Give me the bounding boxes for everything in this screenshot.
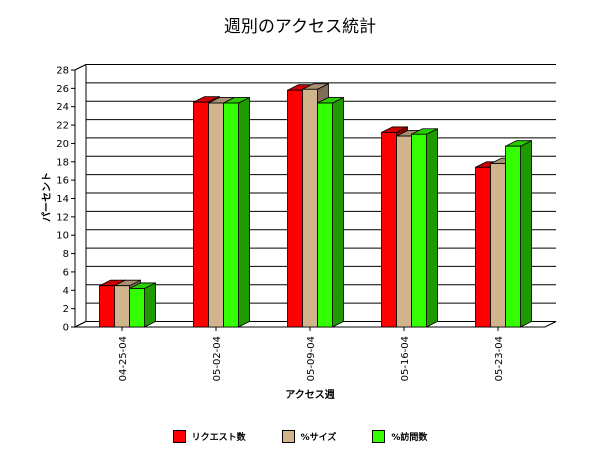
y-tick-label: 8 <box>63 249 69 260</box>
legend-label: %訪問数 <box>391 433 428 443</box>
x-tick-label: 05-02-04 <box>212 336 223 381</box>
bar <box>490 163 506 328</box>
bar-side <box>144 282 156 328</box>
y-tick-label: 0 <box>63 323 69 334</box>
y-tick-label: 20 <box>56 139 69 150</box>
y-axis-title: パーセント <box>41 172 53 222</box>
y-tick-label: 2 <box>63 304 69 315</box>
bar <box>505 145 521 328</box>
y-axis-wall <box>74 63 87 328</box>
bar <box>193 101 209 328</box>
y-tick-label: 10 <box>56 231 69 242</box>
bar <box>411 133 427 328</box>
bar <box>223 102 239 328</box>
x-axis-title: アクセス週 <box>285 389 335 401</box>
bar <box>381 132 397 328</box>
legend-swatch <box>172 430 186 443</box>
bar-side <box>520 140 532 328</box>
legend: リクエスト数 %サイズ %訪問数 <box>0 430 600 443</box>
bar <box>129 288 145 328</box>
y-tick-label: 16 <box>56 176 69 187</box>
x-tick-label: 05-23-04 <box>494 336 505 381</box>
legend-item: リクエスト数 <box>172 430 246 443</box>
y-tick-label: 14 <box>56 194 69 205</box>
legend-label: %サイズ <box>300 433 337 443</box>
chart-title: 週別のアクセス統計 <box>223 17 377 37</box>
x-tick-label: 05-16-04 <box>400 336 411 381</box>
bar-side <box>426 128 438 328</box>
bar-side <box>332 96 344 328</box>
bars <box>99 83 532 328</box>
y-tick-label: 18 <box>56 157 69 168</box>
y-tick-label: 4 <box>63 286 69 297</box>
bar <box>287 89 303 328</box>
bar <box>99 285 115 328</box>
bar <box>114 285 130 328</box>
y-tick-label: 28 <box>56 66 69 77</box>
legend-swatch <box>372 430 386 443</box>
legend-item: %訪問数 <box>372 430 427 443</box>
bar <box>317 102 333 328</box>
y-tick-label: 22 <box>56 121 69 132</box>
y-tick-label: 24 <box>56 102 69 113</box>
legend-label: リクエスト数 <box>191 433 246 443</box>
bar <box>396 135 412 328</box>
bar <box>208 102 224 328</box>
legend-item: %サイズ <box>281 430 337 443</box>
y-tick-label: 26 <box>56 84 69 95</box>
y-tick-label: 6 <box>63 267 69 278</box>
bar <box>302 88 318 328</box>
x-tick-label: 04-25-04 <box>118 336 129 381</box>
y-tick-label: 12 <box>56 212 69 223</box>
x-tick-label: 05-09-04 <box>306 336 317 381</box>
legend-swatch <box>281 430 295 443</box>
bar-side <box>238 96 250 328</box>
bar <box>475 166 491 328</box>
